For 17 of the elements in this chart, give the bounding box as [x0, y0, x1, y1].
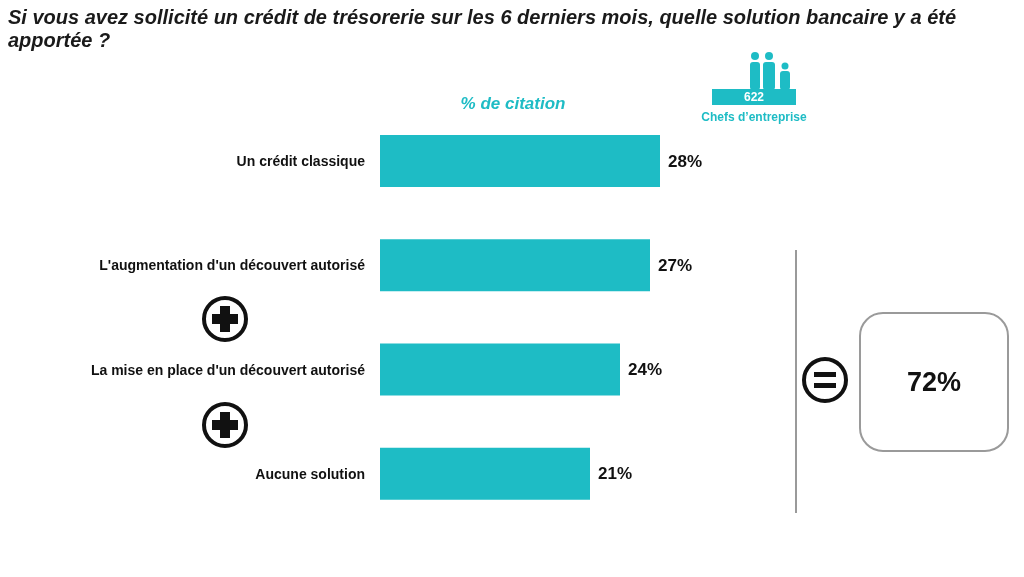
chart-subtitle: % de citation [459, 94, 567, 114]
data-label: 28% [668, 151, 703, 171]
bar [380, 447, 590, 500]
bar [380, 135, 660, 187]
data-label: 21% [598, 464, 633, 484]
chart-title: Si vous avez sollicité un crédit de trésorerie sur les 6 derniers mois, quelle solution bancaire y a été apportée ? [8, 6, 958, 52]
y-tick-label: Un crédit classique [236, 153, 366, 170]
bar [380, 343, 620, 396]
count-badge: 622 [712, 89, 796, 105]
total-box: 72% [859, 312, 1009, 452]
data-label: 24% [628, 360, 663, 379]
bar [380, 239, 650, 292]
y-tick-label: Aucune solution [255, 465, 365, 482]
text: Chefs d’entreprise [700, 110, 808, 124]
data-label: 27% [658, 255, 693, 275]
y-tick-label: La mise en place d'un découvert autorisé [90, 361, 366, 378]
y-tick-label: L'augmentation d'un découvert autorisé [99, 257, 366, 274]
